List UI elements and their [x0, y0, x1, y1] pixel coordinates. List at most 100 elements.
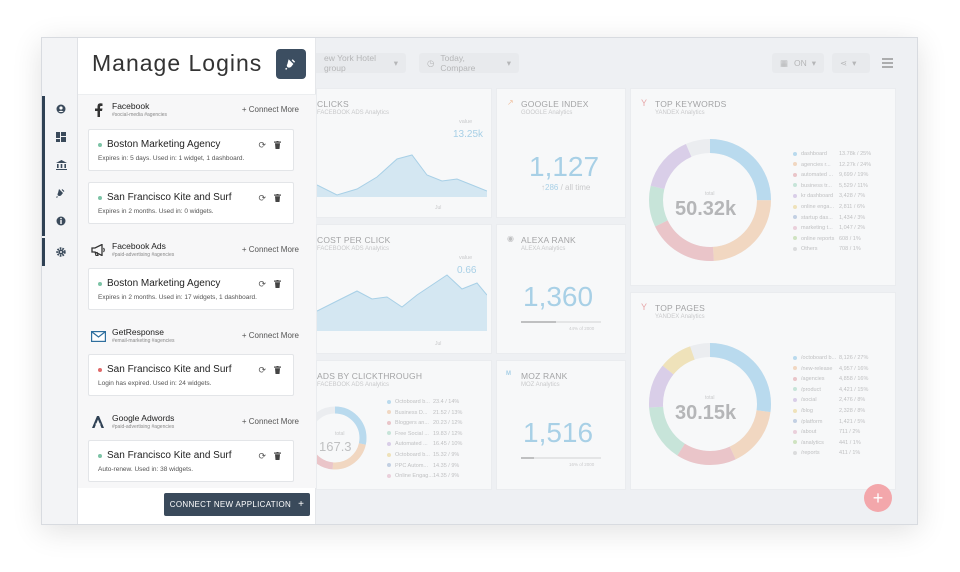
connect-more-link[interactable]: + Connect More [241, 417, 299, 426]
legend-value: 3,428 / 7% [839, 193, 866, 200]
dashboard-icon[interactable] [54, 130, 68, 144]
date-select[interactable]: ◷ Today, Compare ▾ [419, 53, 519, 73]
trash-icon[interactable] [274, 194, 281, 202]
tile-google-index[interactable]: ↗ GOOGLE INDEX GOOGLE Analytics 1,127 ↑2… [496, 88, 626, 218]
legend-value: 708 / 1% [839, 246, 861, 253]
login-card[interactable]: Boston Marketing Agency ⟳ Expires in: 5 … [88, 129, 294, 171]
login-info: Login has expired. Used in: 24 widgets. [98, 380, 212, 387]
legend-value: 19.83 / 12% [433, 430, 463, 437]
legend-label: /platform [801, 418, 823, 425]
connect-new-application-button[interactable]: CONNECT NEW APPLICATION + [164, 493, 310, 516]
legend-value: 14.35 / 9% [433, 473, 460, 480]
manage-logins-panel: Manage Logins Facebook #social-media #ag… [78, 38, 316, 524]
legend-label: Business D... [395, 409, 428, 416]
refresh-icon[interactable]: ⟳ [258, 279, 266, 289]
group-name: Facebook [112, 101, 150, 111]
legend-swatch [793, 419, 797, 424]
trash-icon[interactable] [274, 366, 281, 374]
info-icon[interactable] [54, 214, 68, 228]
legend-row: automated ... 9,699 / 19% [793, 172, 868, 178]
alexa-icon: ◉ [507, 234, 514, 243]
login-info: Expires in 2 months. Used in: 17 widgets… [98, 294, 257, 301]
login-name: Boston Marketing Agency [107, 139, 221, 150]
plug-button[interactable] [276, 49, 306, 79]
legend-label: Octoboard b... [395, 452, 430, 458]
legend-swatch [793, 193, 797, 198]
trash-icon[interactable] [274, 452, 281, 460]
share-button[interactable]: ⋖ ▾ [832, 53, 870, 73]
x-axis-label: Jul [435, 205, 442, 211]
legend-label: dashboard [801, 151, 827, 157]
connect-more-link[interactable]: + Connect More [241, 105, 299, 114]
envelope-icon [90, 329, 106, 343]
progress-track [521, 321, 601, 323]
tile-top-pages[interactable]: Y TOP PAGES YANDEX Analytics total 30.15… [630, 292, 896, 490]
tile-clicks[interactable]: CLICKS FACEBOOK ADS Analytics value 13.2… [316, 88, 492, 218]
refresh-icon[interactable]: ⟳ [258, 193, 266, 203]
tile-cost-per-click[interactable]: COST PER CLICK FACEBOOK ADS Analytics va… [316, 224, 492, 354]
legend-row: dashboard 13.78k / 25% [793, 151, 871, 157]
legend-swatch [793, 204, 797, 209]
legend-swatch [387, 452, 391, 457]
menu-icon[interactable] [882, 58, 893, 68]
login-card[interactable]: San Francisco Kite and Surf ⟳ Expires in… [88, 182, 294, 224]
adwords-icon [90, 415, 106, 429]
legend-value: 2,328 / 8% [839, 408, 866, 414]
refresh-icon[interactable]: ⟳ [258, 365, 266, 375]
plug-icon[interactable] [54, 186, 68, 200]
delta-readout: ↑286 / all time [541, 183, 591, 192]
connect-more-link[interactable]: + Connect More [241, 245, 299, 254]
tile-alexa-rank[interactable]: ◉ ALEXA RANK ALEXA Analytics 1,360 44% o… [496, 224, 626, 354]
legend-value: 15.32 / 9% [433, 452, 460, 458]
group-name: Facebook Ads [112, 241, 166, 251]
active-indicator-settings [42, 238, 45, 266]
tile-subtitle: GOOGLE Analytics [521, 110, 573, 116]
login-card[interactable]: San Francisco Kite and Surf ⟳ Auto-renew… [88, 440, 294, 482]
icon-sidebar [42, 38, 78, 524]
app-window: Manage Logins Facebook #social-media #ag… [41, 37, 918, 525]
tile-moz-rank[interactable]: M MOZ RANK MOZ Analytics 1,516 16% of 20… [496, 360, 626, 490]
megaphone-icon [90, 243, 106, 257]
legend-value: 8,126 / 27% [839, 355, 869, 361]
login-name: San Francisco Kite and Surf [107, 364, 232, 375]
legend-swatch [793, 429, 797, 434]
refresh-icon[interactable]: ⟳ [258, 451, 266, 461]
toggle-select[interactable]: ▦ ON ▾ [772, 53, 824, 73]
legend-label: online enga... [801, 204, 835, 210]
login-card[interactable]: San Francisco Kite and Surf ⟳ Login has … [88, 354, 294, 396]
ads-donut-chart [317, 406, 367, 470]
add-widget-button[interactable]: + [864, 484, 892, 512]
group-facebook: Facebook #social-media #agencies + Conne… [90, 101, 304, 121]
group-tags: #paid-advertising #agencies [112, 424, 175, 430]
legend-label: /about [801, 429, 817, 436]
legend-value: 441 / 1% [839, 439, 861, 446]
logins-list[interactable]: Facebook #social-media #agencies + Conne… [78, 94, 316, 488]
tile-top-keywords[interactable]: Y TOP KEYWORDS YANDEX Analytics total 50… [630, 88, 896, 286]
bank-icon[interactable] [54, 158, 68, 172]
legend-row: Online Engag... 14.35 / 9% [387, 473, 459, 479]
legend-row: /octoboard b... 8,126 / 27% [793, 355, 868, 361]
progress-fill [521, 457, 534, 459]
legend-label: startup das... [801, 214, 833, 221]
tile-ads-by-clickthrough[interactable]: ADS BY CLICKTHROUGH FACEBOOK ADS Analyti… [316, 360, 492, 490]
legend-value: 1,434 / 3% [839, 214, 866, 221]
legend-row: Others 708 / 1% [793, 246, 861, 252]
x-axis-label: Jul [435, 341, 442, 347]
group-name: Google Adwords [112, 413, 175, 423]
legend-swatch [387, 473, 391, 478]
trash-icon[interactable] [274, 280, 281, 288]
tile-subtitle: YANDEX Analytics [655, 314, 705, 320]
connect-more-link[interactable]: + Connect More [241, 331, 299, 340]
refresh-icon[interactable]: ⟳ [258, 140, 266, 150]
group-select[interactable]: ew York Hotel group ▾ [316, 53, 406, 73]
user-icon[interactable] [54, 102, 68, 116]
settings-icon[interactable] [54, 245, 68, 259]
login-card[interactable]: Boston Marketing Agency ⟳ Expires in 2 m… [88, 268, 294, 310]
yandex-icon: Y [641, 98, 648, 108]
legend-swatch [793, 450, 797, 455]
legend-value: 20.23 / 12% [433, 420, 463, 427]
facebook-icon [90, 103, 106, 117]
legend-label: /product [801, 386, 821, 393]
trash-icon[interactable] [274, 141, 281, 149]
legend-label: Free Social ... [395, 430, 429, 437]
